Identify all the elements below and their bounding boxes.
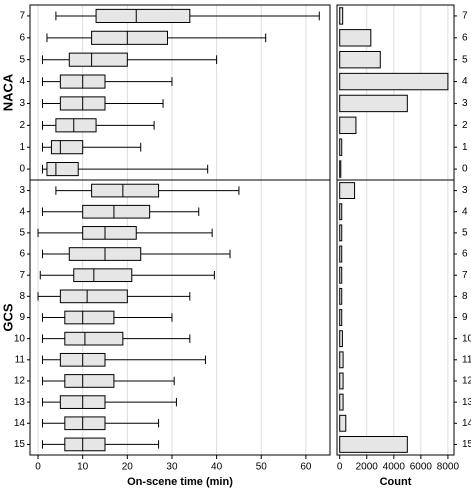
y-tick-label: 2 xyxy=(19,120,25,131)
y-tick-label: 7 xyxy=(462,270,468,281)
y-tick-label: 6 xyxy=(19,249,25,260)
bar xyxy=(339,72,449,91)
y-tick-label: 1 xyxy=(462,142,468,153)
bar xyxy=(339,138,343,156)
bar xyxy=(339,29,372,47)
y-tick-label: 5 xyxy=(462,228,468,239)
y-tick-label: 7 xyxy=(19,11,25,22)
x-axis-title: Count xyxy=(380,476,412,488)
box xyxy=(73,268,133,283)
y-tick-label: 3 xyxy=(19,98,25,109)
bar xyxy=(339,50,381,69)
panel-frame xyxy=(29,179,331,456)
y-tick-label: 8 xyxy=(462,291,468,302)
y-tick-label: 14 xyxy=(14,418,26,429)
box xyxy=(64,331,124,346)
y-tick-label: 11 xyxy=(15,354,26,365)
y-tick-label: 2 xyxy=(462,120,468,131)
x-tick-label: 10 xyxy=(77,462,89,473)
bar xyxy=(339,7,344,25)
x-tick-label: 50 xyxy=(256,462,268,473)
box xyxy=(68,52,128,67)
bar xyxy=(339,287,343,305)
y-tick-label: 4 xyxy=(19,206,25,217)
y-tick-label: 3 xyxy=(19,185,25,196)
y-tick-label: 10 xyxy=(462,333,471,344)
y-tick-label: 12 xyxy=(462,376,471,387)
y-tick-label: 9 xyxy=(19,312,25,323)
bar xyxy=(339,266,343,284)
x-tick-label: 40 xyxy=(211,462,223,473)
y-tick-label: 7 xyxy=(19,270,25,281)
bar xyxy=(339,182,356,200)
box xyxy=(82,204,151,219)
box xyxy=(46,162,79,177)
x-tick-label: 0 xyxy=(337,462,343,473)
y-tick-label: 0 xyxy=(19,164,25,175)
bar xyxy=(339,393,344,411)
y-tick-label: 5 xyxy=(19,54,25,65)
y-tick-label: 12 xyxy=(14,376,26,387)
x-tick-label: 0 xyxy=(35,462,41,473)
y-tick-label: 4 xyxy=(19,76,25,87)
bar xyxy=(339,309,343,326)
bar xyxy=(339,245,343,263)
panel-frame xyxy=(336,179,455,456)
y-tick-label: 11 xyxy=(462,354,471,365)
x-tick-label: 8000 xyxy=(437,462,460,473)
x-tick-label: 20 xyxy=(122,462,134,473)
x-tick-label: 60 xyxy=(300,462,312,473)
bar xyxy=(339,203,343,221)
box xyxy=(64,374,115,388)
y-tick-label: 8 xyxy=(19,291,25,302)
bar xyxy=(339,116,357,135)
y-tick-label: 3 xyxy=(462,98,468,109)
y-tick-label: 4 xyxy=(462,76,468,87)
y-tick-label: 5 xyxy=(19,228,25,239)
x-tick-label: 2000 xyxy=(356,462,379,473)
box xyxy=(55,118,97,133)
y-tick-label: 6 xyxy=(19,32,25,43)
bar xyxy=(339,160,342,178)
y-tick-label: 1 xyxy=(19,142,25,153)
y-tick-label: 14 xyxy=(462,418,471,429)
box xyxy=(64,437,106,452)
box xyxy=(64,416,106,431)
y-tick-label: 15 xyxy=(462,439,471,450)
box xyxy=(91,183,160,198)
y-tick-label: 10 xyxy=(14,333,26,344)
box xyxy=(64,310,115,325)
y-tick-label: 3 xyxy=(462,185,468,196)
y-tick-label: 9 xyxy=(462,312,468,323)
bar xyxy=(339,435,408,453)
panel-label: NACA xyxy=(0,73,15,111)
bar xyxy=(339,94,408,113)
x-tick-label: 6000 xyxy=(410,462,433,473)
panel-label: GCS xyxy=(0,303,15,332)
box xyxy=(59,289,128,304)
y-tick-label: 6 xyxy=(462,32,468,43)
y-tick-label: 13 xyxy=(14,397,26,408)
bar xyxy=(339,414,347,432)
y-tick-label: 6 xyxy=(462,249,468,260)
y-tick-label: 13 xyxy=(462,397,471,408)
box xyxy=(91,30,168,45)
x-axis-title: On-scene time (min) xyxy=(127,476,233,488)
y-tick-label: 4 xyxy=(462,206,468,217)
x-tick-label: 4000 xyxy=(383,462,406,473)
box xyxy=(82,226,137,240)
x-tick-label: 30 xyxy=(166,462,178,473)
y-tick-label: 0 xyxy=(462,164,468,175)
bar xyxy=(339,372,344,390)
bar xyxy=(339,351,344,369)
bar xyxy=(339,330,343,348)
bar xyxy=(339,224,343,242)
y-tick-label: 7 xyxy=(462,11,468,22)
y-tick-label: 5 xyxy=(462,54,468,65)
y-tick-label: 15 xyxy=(14,439,26,450)
box xyxy=(95,8,191,23)
box xyxy=(50,140,84,155)
